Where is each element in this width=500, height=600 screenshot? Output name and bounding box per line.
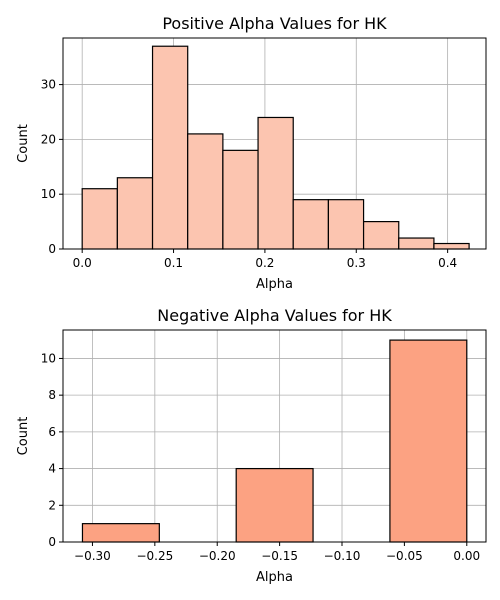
y-tick-label: 0 (48, 242, 56, 256)
chart-1: 0.0 0.1 0.2 0.3 0.4 0 10 20 30 Positive Alpha Val… (16, 14, 487, 292)
y-tick-label: 6 (48, 425, 56, 439)
x-axis-label: Alpha (256, 277, 293, 292)
y-tick-label: 0 (48, 535, 56, 549)
y-tick-label: 30 (41, 78, 56, 92)
x-tick-label: −0.30 (74, 549, 111, 563)
histogram-bar (362, 220, 400, 250)
y-tick-label: 8 (48, 388, 56, 402)
y-tick-label: 10 (41, 187, 56, 201)
histogram-bar (398, 237, 435, 250)
y-tick-label: 10 (41, 351, 56, 365)
x-tick-label: 0.00 (453, 549, 480, 563)
histogram-bar (389, 339, 468, 543)
histogram-bar (81, 523, 160, 543)
x-axis-label: Alpha (256, 570, 293, 585)
y-tick-label: 4 (48, 462, 56, 476)
y-tick-label: 20 (41, 132, 56, 146)
histogram-bar (151, 45, 189, 250)
x-tick-label: −0.15 (261, 549, 298, 563)
y-tick-label: 2 (48, 498, 56, 512)
histogram-bar (187, 133, 224, 250)
histogram-bar (222, 149, 259, 250)
x-tick-label: 0.2 (255, 256, 274, 270)
histogram-bar (433, 242, 470, 250)
x-tick-label: −0.10 (324, 549, 361, 563)
histogram-bar (81, 188, 118, 250)
chart-title: Negative Alpha Values for HK (157, 306, 392, 325)
y-axis-label: Count (16, 417, 31, 456)
x-tick-label: 0.1 (164, 256, 183, 270)
axes-frame (62, 37, 487, 250)
y-axis-label: Count (16, 124, 31, 163)
x-tick-label: 0.0 (73, 256, 92, 270)
x-tick-label: −0.05 (386, 549, 423, 563)
x-tick-label: −0.25 (136, 549, 173, 563)
histogram-bar (327, 199, 365, 250)
histogram-bar (116, 177, 154, 250)
histogram-bar (257, 116, 294, 250)
axes-frame (62, 329, 487, 543)
chart-title: Positive Alpha Values for HK (162, 14, 387, 33)
x-tick-label: −0.20 (199, 549, 236, 563)
histogram-bar (292, 199, 330, 250)
chart-2: −0.30 −0.25 −0.20 −0.15 −0.10 −0.05 0.00 0 2 4 6 8 1… (16, 306, 487, 585)
x-tick-label: 0.3 (347, 256, 366, 270)
x-tick-label: 0.4 (438, 256, 457, 270)
histogram-bar (235, 467, 314, 543)
